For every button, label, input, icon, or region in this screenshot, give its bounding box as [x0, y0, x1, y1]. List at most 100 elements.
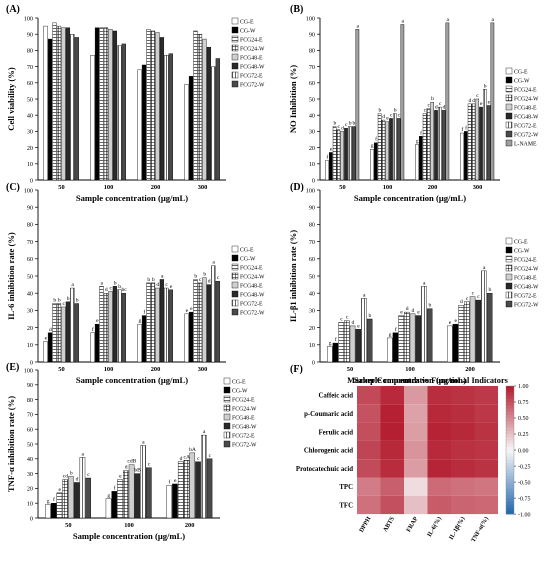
bar — [475, 299, 482, 363]
bar — [155, 32, 160, 181]
colorbar-tick-label: -1.00 — [518, 512, 531, 518]
significance-letter: b — [353, 121, 356, 127]
significance-letter: b — [67, 296, 70, 302]
heatmap-cell — [427, 477, 451, 496]
bar — [140, 445, 146, 519]
heatmap-panel: (F) Marker Compounds vs Functional Indica… — [290, 364, 531, 544]
significance-letter: a — [142, 439, 145, 445]
y-tick-label: 40 — [309, 291, 315, 298]
chart-panel-2: (C) 0 10 20 30 40 50 60 70 80 90 100 IL-6 inhibition… — [6, 182, 265, 385]
bar — [43, 25, 48, 181]
bar — [61, 27, 66, 181]
bar — [193, 279, 198, 363]
bar — [421, 286, 427, 363]
heatmap-row-label: TPC — [339, 484, 353, 491]
heatmap-cell — [474, 404, 498, 423]
heatmap-cell — [357, 477, 381, 496]
bar — [56, 25, 62, 181]
bar — [68, 476, 74, 519]
significance-letter: d — [208, 279, 211, 285]
significance-letter: a — [161, 273, 164, 279]
bar — [464, 131, 468, 181]
bar — [392, 332, 399, 363]
significance-letter: a — [423, 280, 426, 286]
heatmap-row-label: Protocatechuic acid — [296, 466, 353, 473]
significance-letter: e — [174, 478, 177, 484]
bar — [361, 298, 367, 363]
bar — [419, 136, 423, 181]
heatmap-cell — [357, 495, 381, 515]
bar — [366, 318, 373, 363]
significance-letter: a — [483, 265, 486, 271]
bar — [128, 464, 135, 519]
legend-swatch — [223, 404, 231, 412]
colorbar-segment — [506, 504, 514, 509]
significance-letter: f — [395, 326, 397, 333]
significance-letter: a — [491, 17, 494, 23]
bar — [52, 303, 57, 363]
heatmap-cell — [380, 404, 404, 423]
y-tick-label: 20 — [27, 145, 33, 152]
significance-letter: e — [45, 335, 48, 341]
legend-label: FCG48-E — [240, 56, 263, 62]
legend-label: FCG72-W — [232, 443, 257, 449]
significance-letter: d — [351, 320, 354, 326]
colorbar-segment — [506, 443, 514, 448]
significance-letter: b — [429, 303, 432, 309]
bar — [344, 127, 348, 181]
bar — [108, 29, 113, 181]
bar — [183, 460, 190, 519]
significance-letter: f — [375, 136, 377, 143]
colorbar-segment — [506, 427, 514, 432]
legend-label: FCG72-W — [240, 311, 265, 317]
y-tick-label: 0 — [30, 177, 33, 184]
significance-letter: c — [477, 294, 480, 300]
bar — [43, 341, 48, 363]
bar — [172, 483, 178, 519]
bar — [430, 102, 435, 181]
colorbar-segment — [506, 408, 514, 413]
legend-swatch — [231, 35, 239, 43]
legend-swatch — [505, 112, 513, 120]
y-tick-label: 10 — [27, 161, 33, 168]
x-axis-label: Sample concentration (μg/mL) — [354, 193, 466, 203]
heatmap-row-label: TFC — [339, 502, 353, 509]
legend-label: CG-E — [514, 240, 528, 246]
significance-letter: b — [76, 298, 79, 304]
significance-letter: g — [329, 341, 332, 347]
heatmap-cell — [357, 404, 381, 423]
bar — [94, 323, 100, 363]
bar — [65, 27, 71, 181]
bar — [327, 346, 333, 363]
legend-label: FCG24-W — [240, 47, 265, 53]
significance-letter: c — [427, 103, 430, 109]
legend-swatch — [505, 94, 513, 102]
y-tick-label: 40 — [27, 113, 33, 120]
chart-panel-3: (D) 0 10 20 30 40 50 60 70 80 90 100 IL-β1 inhibitio… — [288, 182, 539, 385]
bar — [481, 270, 487, 363]
colorbar-tick-label: -0.25 — [518, 464, 531, 470]
y-tick-label: 100 — [306, 187, 315, 194]
colorbar-segment — [506, 402, 514, 406]
significance-letter: d — [382, 114, 385, 120]
legend-label: FCG48-E — [514, 106, 537, 112]
x-tick-label: 200 — [185, 522, 195, 529]
bar — [108, 291, 113, 363]
heatmap-cell — [474, 386, 498, 405]
bar — [471, 103, 476, 181]
bar — [164, 55, 169, 181]
significance-letter: d — [341, 125, 344, 131]
heatmap-cell — [357, 459, 381, 478]
legend-label: FCG24-E — [240, 38, 263, 44]
significance-letter: e — [449, 320, 452, 326]
colorbar-segment — [506, 491, 514, 496]
bar — [168, 289, 173, 363]
legend-swatch — [231, 80, 239, 88]
bar — [117, 45, 122, 181]
bar — [168, 53, 173, 181]
chart-panel-0: (A) 0 10 20 30 40 50 60 70 80 90 100 Cell viability … — [6, 4, 265, 203]
heatmap-col-label: IL-6(%) — [426, 516, 443, 539]
colorbar-segment — [506, 485, 514, 489]
significance-letter: f — [335, 336, 337, 343]
significance-letter: f — [114, 484, 116, 491]
